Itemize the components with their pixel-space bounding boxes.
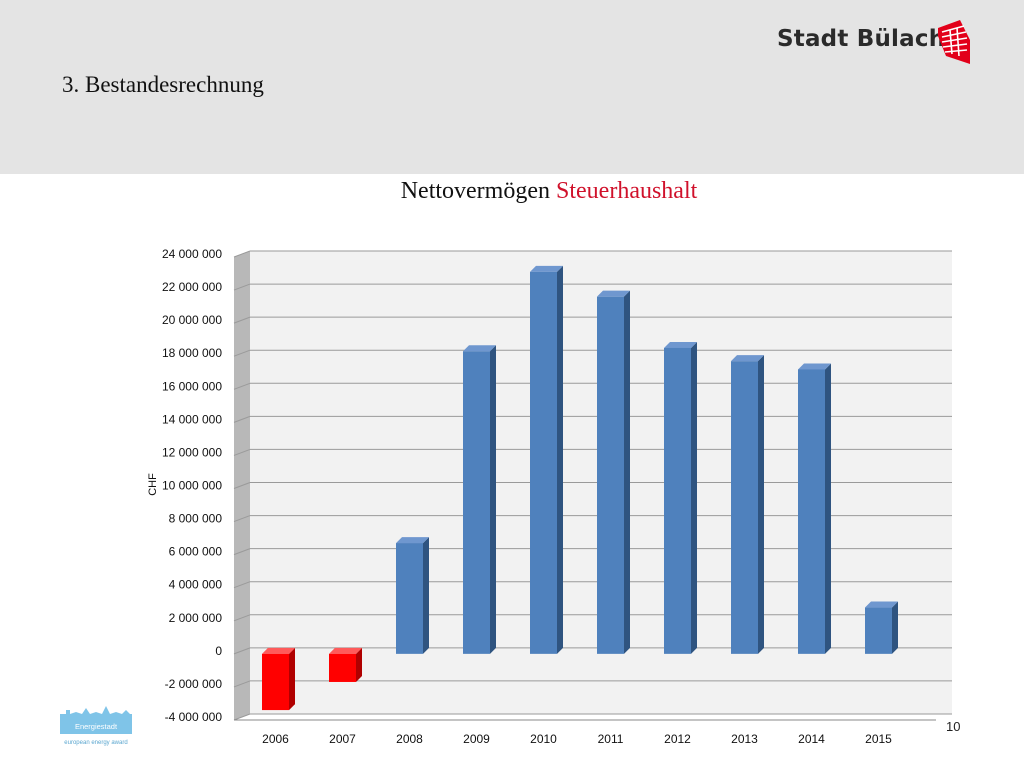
y-tick-label: 2 000 000 [169,611,223,625]
chart-title-main: Nettovermögen [400,178,550,204]
x-tick-label: 2006 [262,732,289,746]
bar-side-2015 [892,601,898,654]
x-tick-label: 2015 [865,732,892,746]
bar-side-2008 [423,537,429,654]
y-tick-label: -2 000 000 [165,677,223,691]
gridline-side [233,581,251,589]
x-tick-label: 2010 [530,732,557,746]
page-number: 10 [946,719,961,734]
x-tick-label: 2013 [731,732,758,746]
gridline-side [233,647,251,655]
bar-top-2011 [597,290,630,297]
energiestadt-logo: Energiestadt european energy award [60,706,132,746]
x-tick-label: 2012 [664,732,691,746]
y-tick-label: 8 000 000 [169,512,223,526]
y-tick-label: 14 000 000 [162,412,222,426]
bar-side-2013 [758,355,764,654]
gridline-side [233,614,251,622]
bar-2013 [731,361,758,654]
bar-2008 [396,543,423,654]
y-tick-label: 18 000 000 [162,346,222,360]
gridline-side [233,316,251,324]
x-tick-label: 2014 [798,732,825,746]
bar-top-2012 [664,341,697,348]
logo-subtext: european energy award [64,740,127,746]
y-tick-label: -4 000 000 [165,710,223,724]
bar-side-2009 [490,345,496,654]
gridline-side [233,415,251,423]
gridline-side [233,548,251,556]
bar-2007 [329,653,356,682]
bar-2015 [865,607,892,654]
gridline-side [233,482,251,489]
logo-text: Energiestadt [75,722,118,731]
y-tick-label: 10 000 000 [162,479,222,493]
y-tick-label: 4 000 000 [169,578,223,592]
y-tick-label: 22 000 000 [162,280,222,294]
y-tick-label: 6 000 000 [169,545,223,559]
y-axis-label: CHF [147,473,159,496]
bar-2011 [597,296,624,654]
bar-side-2006 [289,647,295,711]
x-tick-label: 2007 [329,732,356,746]
bar-2012 [664,347,691,654]
x-tick-label: 2011 [598,732,624,746]
gridline-side [233,250,251,258]
bar-top-2015 [865,601,898,608]
bar-top-2008 [396,537,429,544]
y-tick-label: 20 000 000 [162,313,222,327]
bar-top-2007 [329,647,362,654]
bar-side-2010 [557,265,563,654]
y-tick-label: 0 [215,644,222,658]
gridline-side [233,382,251,390]
bar-top-2006 [262,647,295,654]
x-tick-label: 2008 [396,732,423,746]
bar-top-2010 [530,265,563,272]
bar-2010 [530,271,557,654]
bar-top-2013 [731,355,764,362]
gridline-side [233,283,251,291]
bar-top-2009 [463,345,496,352]
bar-chart: -4 000 000 -2 000 000 0 2 000 000 4 000 000 6… [147,247,952,746]
gridline-side [233,680,251,688]
chart-title-accent: Steuerhaushalt [556,178,698,204]
header-band: 3. Bestandesrechnung Stadt Bülach [0,0,1024,174]
y-tick-label: 16 000 000 [162,379,222,393]
bar-2014 [798,369,825,654]
gridline-side [233,448,251,456]
gridline-side [233,515,251,523]
gridline-side [233,349,251,357]
bar-side-2014 [825,363,831,654]
bar-2006 [262,653,289,711]
y-tick-label: 24 000 000 [162,247,222,261]
bar-side-2007 [356,647,362,682]
bar-top-2014 [798,363,831,370]
x-tick-label: 2009 [463,732,490,746]
gridline-side [233,713,251,721]
bar-side-2012 [691,341,697,654]
bar-2009 [463,351,490,654]
chart-title: Nettovermögen Steuerhaushalt [0,178,1024,205]
brand-name: Stadt Bülach [777,26,946,52]
section-title: 3. Bestandesrechnung [62,72,264,97]
y-tick-label: 12 000 000 [162,445,222,459]
city-crest-icon [938,20,970,64]
bar-side-2011 [624,290,630,654]
